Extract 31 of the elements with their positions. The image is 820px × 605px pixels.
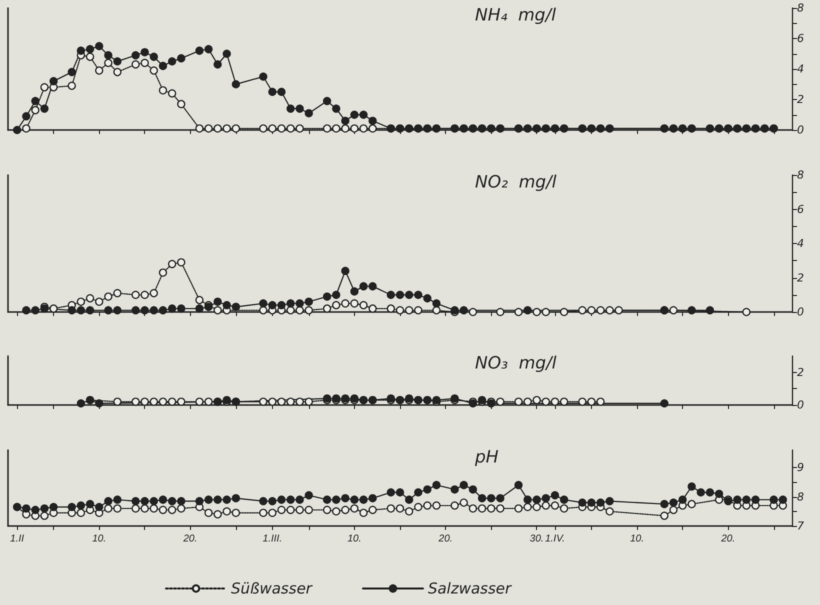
y-tick-label: 0 — [797, 398, 804, 412]
y-tick-label: 0 — [797, 124, 804, 136]
x-tick-label: 20. — [720, 534, 736, 544]
y-tick-label: 8 — [797, 2, 804, 14]
x-tick-label: 10. — [92, 534, 106, 544]
y-tick-label: 4 — [797, 62, 804, 76]
chart-title: NH₄ mg/l — [475, 6, 556, 26]
x-tick-label: 1.IV. — [545, 534, 565, 544]
y-tick-label: 6 — [797, 32, 804, 45]
y-tick-label: 2 — [797, 271, 804, 284]
legend-label: Salzwasser — [428, 580, 512, 598]
y-tick-label: 7 — [797, 520, 804, 532]
y-tick-label: 8 — [797, 490, 804, 504]
x-tick-label: 10. — [347, 534, 362, 544]
x-tick-label: 1.II — [10, 534, 24, 544]
y-tick-label: 2 — [797, 366, 804, 379]
x-tick-label: 10. — [630, 534, 644, 544]
y-tick-label: 2 — [797, 93, 804, 106]
x-tick-label: 20. — [438, 534, 453, 544]
chart-title: NO₃ mg/l — [475, 354, 557, 374]
y-tick-label: 0 — [797, 306, 804, 318]
y-tick-label: 9 — [797, 461, 804, 474]
y-tick-label: 6 — [797, 202, 804, 216]
y-tick-label: 4 — [797, 237, 804, 250]
x-tick-label: 20. — [182, 534, 198, 544]
x-tick-label: 30. — [530, 534, 544, 544]
x-tick-label: 1.III. — [262, 534, 282, 544]
legend-label: Süßwasser — [231, 580, 313, 598]
chart-title: NO₂ mg/l — [475, 172, 557, 192]
chart-title: pH — [474, 448, 499, 468]
y-tick-label: 8 — [797, 168, 804, 182]
